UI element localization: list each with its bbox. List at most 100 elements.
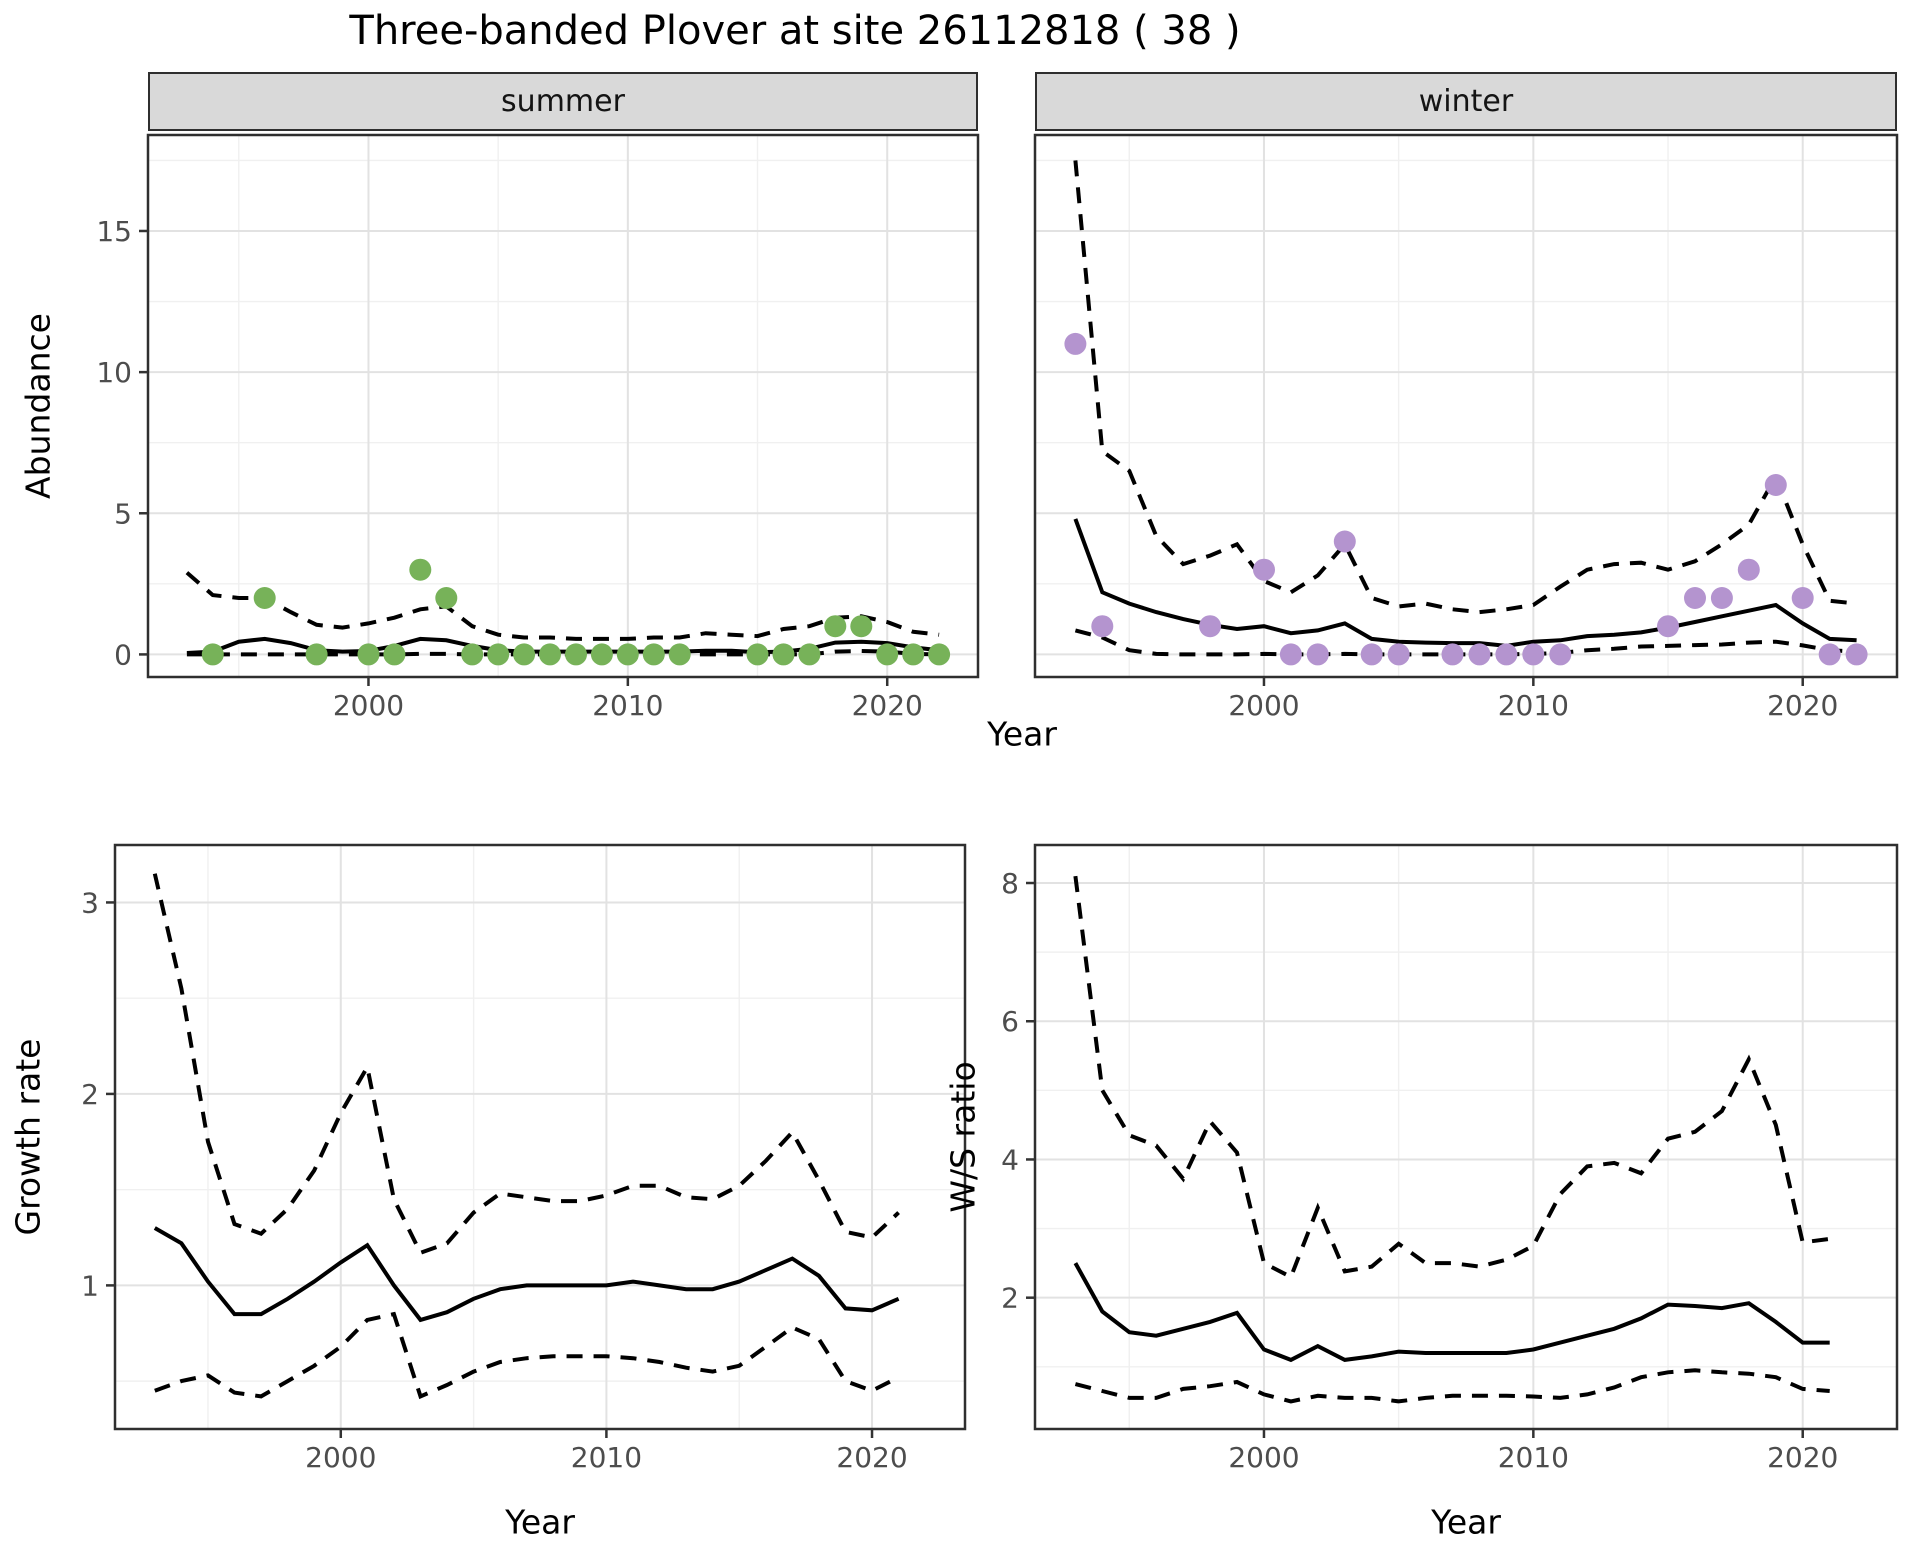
x-tick-label: 2000 xyxy=(305,1441,376,1474)
ws-ratio-ci-upper-line xyxy=(1073,875,1830,1280)
observation-point xyxy=(1306,643,1329,666)
observation-point xyxy=(1199,615,1222,638)
ws-ratio-panel-border xyxy=(1033,843,1899,1431)
observation-point xyxy=(928,643,951,666)
observation-point xyxy=(590,643,613,666)
summer-abundance-panel: 2000 2010 2020 0 5 10 15 xyxy=(96,133,980,722)
observation-point xyxy=(1253,558,1275,581)
winter-abundance-panel-border xyxy=(1033,133,1899,679)
observation-point xyxy=(1549,643,1572,666)
y-tick-label: 3 xyxy=(81,886,99,919)
y-tick-label: 4 xyxy=(1001,1143,1019,1176)
observed-counts-winter xyxy=(1064,332,1868,666)
facet-strip-winter: winter xyxy=(1035,72,1897,131)
ws-ratio-ci-lower-line xyxy=(1074,1368,1830,1404)
y-tick-label: 1 xyxy=(81,1269,99,1302)
winter-abundance-panel-background xyxy=(1035,135,1897,677)
observation-point xyxy=(383,643,406,666)
ws-ratio-median-line xyxy=(1073,1262,1830,1363)
observation-point xyxy=(772,643,795,666)
winter-abundance-ci-lower-line xyxy=(1074,628,1857,657)
y-tick-label: 5 xyxy=(114,497,132,530)
x-tick-label: 2010 xyxy=(571,1441,642,1474)
y-axis-title-growth-rate: Growth rate xyxy=(8,1038,48,1236)
x-axis-title-year-top: Year xyxy=(987,714,1057,754)
observation-point xyxy=(409,558,432,581)
observation-point xyxy=(461,643,484,666)
observation-point xyxy=(824,615,847,638)
x-tick-label: 2000 xyxy=(1228,689,1299,722)
observation-point xyxy=(850,615,873,638)
y-tick-label: 2 xyxy=(1001,1282,1019,1315)
observation-point xyxy=(305,643,328,666)
y-tick-label: 8 xyxy=(1001,867,1019,900)
chart-title: Three-banded Plover at site 26112818 ( 3… xyxy=(349,8,1241,54)
y-tick-label: 6 xyxy=(1001,1005,1019,1038)
observation-point xyxy=(1818,643,1841,666)
ws-ratio-panel: 2000 2010 2020 2 4 6 8 xyxy=(1001,843,1899,1474)
x-tick-label: 2010 xyxy=(592,689,663,722)
x-tick-label: 2010 xyxy=(1498,1441,1569,1474)
x-tick-label: 2020 xyxy=(852,689,923,722)
observation-point xyxy=(513,643,536,666)
observation-point xyxy=(1845,643,1868,666)
x-tick-label: 2020 xyxy=(1767,689,1838,722)
observation-point xyxy=(1791,587,1814,609)
observation-point xyxy=(1279,643,1302,666)
summer-abundance-panel-border xyxy=(146,133,980,679)
x-tick-label: 2020 xyxy=(1767,1441,1838,1474)
growth-rate-ci-lower-line xyxy=(154,1311,900,1400)
observation-point xyxy=(435,587,458,609)
observation-point xyxy=(746,643,769,666)
summer-abundance-panel-background xyxy=(148,135,978,677)
observation-point xyxy=(1091,615,1114,638)
y-tick-label: 10 xyxy=(96,356,132,389)
y-axis-title-abundance: Abundance xyxy=(18,313,58,499)
observation-point xyxy=(201,643,224,666)
observation-point xyxy=(1522,643,1545,666)
growth-rate-median-line xyxy=(153,1226,900,1323)
x-tick-label: 2000 xyxy=(333,689,404,722)
observation-point xyxy=(1441,643,1464,666)
summer-abundance-ci-upper-line xyxy=(185,571,940,641)
x-tick-label: 2010 xyxy=(1498,689,1569,722)
ws-ratio-panel-background xyxy=(1035,845,1897,1429)
observation-point xyxy=(357,643,380,666)
y-axis-title-ws-ratio: W/S ratio xyxy=(943,1061,983,1213)
observation-point xyxy=(1657,615,1679,638)
observation-point xyxy=(1064,332,1087,355)
observation-point xyxy=(642,643,665,666)
observation-point xyxy=(1684,587,1706,609)
growth-rate-ci-upper-line xyxy=(152,873,900,1256)
x-axis-title-year-ratio: Year xyxy=(1431,1502,1501,1542)
observed-counts-summer xyxy=(201,558,951,666)
y-tick-label: 2 xyxy=(81,1078,99,1111)
observation-point xyxy=(1387,643,1410,666)
growth-rate-panel: 2000 2010 2020 1 2 3 xyxy=(81,843,967,1474)
y-tick-label: 15 xyxy=(96,215,132,248)
observation-point xyxy=(565,643,587,666)
observation-point xyxy=(1710,587,1733,609)
observation-point xyxy=(1495,643,1518,666)
observation-point xyxy=(487,643,510,666)
winter-abundance-panel: 2000 2010 2020 xyxy=(1033,133,1899,722)
observation-point xyxy=(539,643,561,666)
observation-point xyxy=(798,643,821,666)
growth-rate-panel-border xyxy=(113,843,967,1431)
observation-point xyxy=(668,643,691,666)
observation-point xyxy=(1360,643,1383,666)
observation-point xyxy=(876,643,899,666)
facet-label-summer: summer xyxy=(501,84,625,119)
growth-rate-panel-background xyxy=(115,845,965,1429)
observation-point xyxy=(253,587,276,609)
observation-point xyxy=(1333,530,1356,553)
x-tick-label: 2020 xyxy=(836,1441,907,1474)
x-axis-title-year-growth: Year xyxy=(505,1502,575,1542)
observation-point xyxy=(1468,643,1491,666)
facet-strip-summer: summer xyxy=(148,72,978,131)
y-tick-label: 0 xyxy=(114,638,132,671)
observation-point xyxy=(616,643,639,666)
observation-point xyxy=(902,643,925,666)
